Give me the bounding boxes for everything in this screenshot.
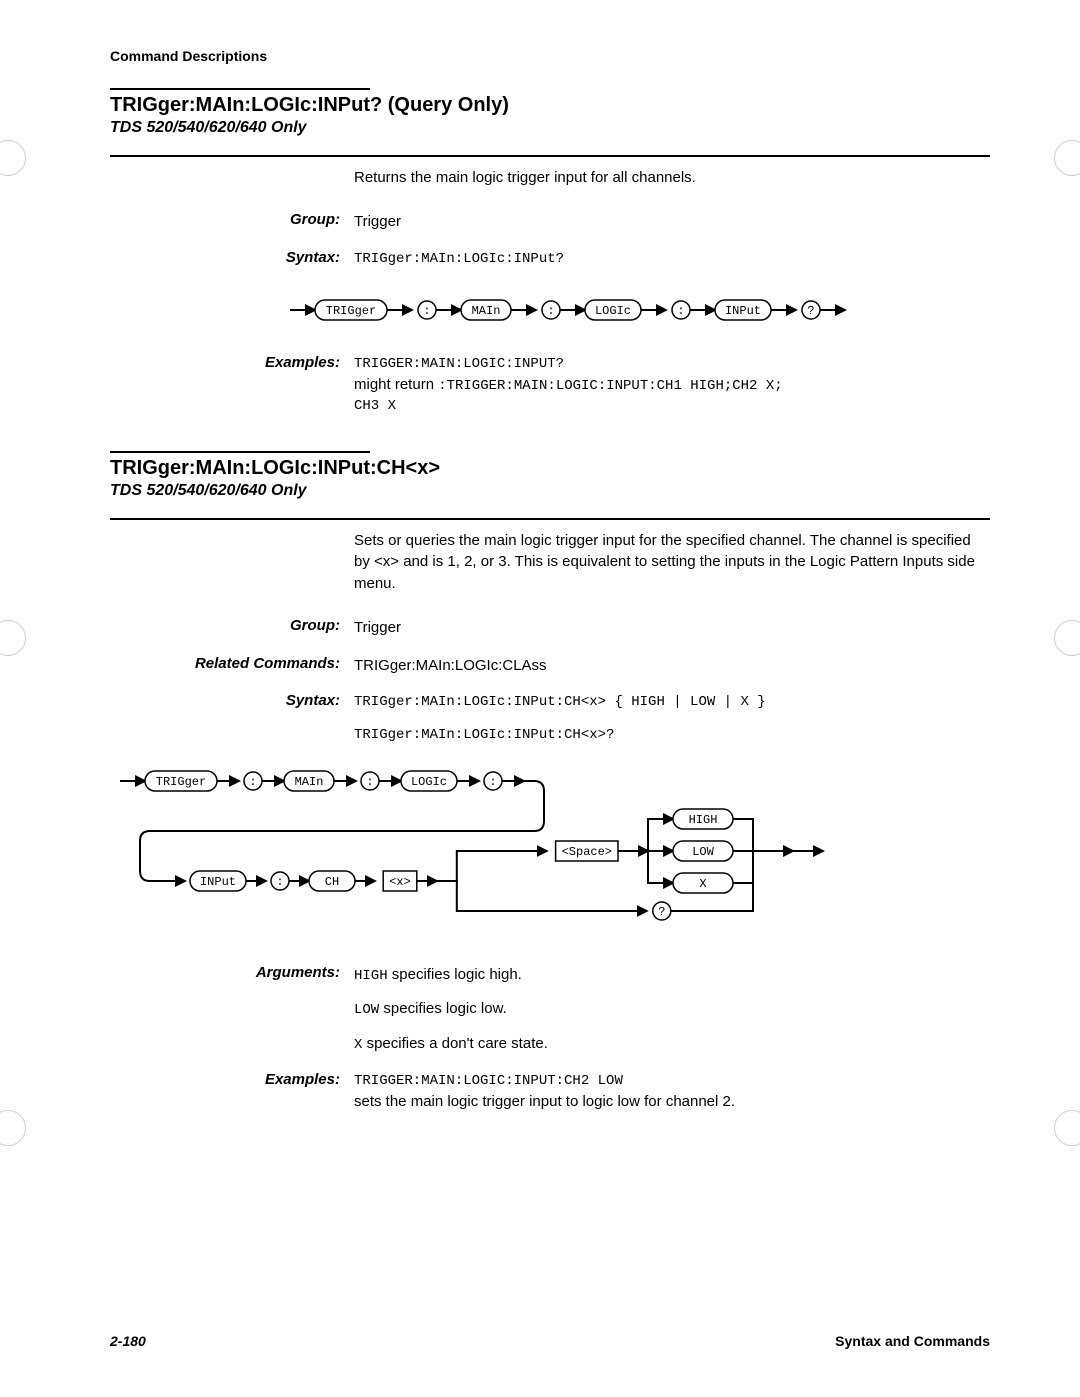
description: Returns the main logic trigger input for… <box>354 167 990 189</box>
group-label: Group: <box>110 617 354 634</box>
example-code-cont: CH3 X <box>354 396 990 416</box>
section-2: TRIGger:MAIn:LOGIc:INPut:CH<x> TDS 520/5… <box>110 451 990 1113</box>
command-title: TRIGger:MAIn:LOGIc:INPut:CH<x> <box>110 457 990 480</box>
related-label: Related Commands: <box>110 655 354 672</box>
svg-text:TRIGger: TRIGger <box>326 304 376 318</box>
arg-text: specifies logic low. <box>379 1000 507 1017</box>
description: Sets or queries the main logic trigger i… <box>354 530 990 595</box>
svg-text::: : <box>276 875 283 889</box>
footer-section: Syntax and Commands <box>835 1333 990 1349</box>
svg-text::: : <box>547 304 554 318</box>
arguments-label: Arguments: <box>110 964 354 981</box>
example-text: sets the main logic trigger input to log… <box>354 1091 990 1113</box>
syntax-row: Syntax: TRIGger:MAIn:LOGIc:INPut:CH<x> {… <box>110 692 990 745</box>
arg-text: specifies logic high. <box>388 966 522 983</box>
syntax-row: Syntax: TRIGger:MAIn:LOGIc:INPut? <box>110 249 990 269</box>
svg-text:HIGH: HIGH <box>689 813 718 827</box>
svg-text:CH: CH <box>325 875 339 889</box>
svg-text:<x>: <x> <box>389 875 411 889</box>
related-value: TRIGger:MAIn:LOGIc:CLAss <box>354 655 990 677</box>
group-row: Group: Trigger <box>110 617 990 639</box>
svg-text:<Space>: <Space> <box>562 845 612 859</box>
svg-text::: : <box>489 775 496 789</box>
svg-text:X: X <box>699 877 706 891</box>
svg-text::: : <box>677 304 684 318</box>
rule <box>110 451 370 453</box>
svg-text::: : <box>366 775 373 789</box>
svg-text:MAIn: MAIn <box>472 304 501 318</box>
examples-row: Examples: TRIGGER:MAIN:LOGIC:INPUT:CH2 L… <box>110 1071 990 1113</box>
punch-hole <box>0 620 26 656</box>
punch-hole <box>1054 620 1080 656</box>
syntax-label: Syntax: <box>110 249 354 266</box>
rule-full <box>110 155 990 157</box>
related-row: Related Commands: TRIGger:MAIn:LOGIc:CLA… <box>110 655 990 677</box>
syntax-value: TRIGger:MAIn:LOGIc:INPut? <box>354 249 990 269</box>
example-text-prefix: might return <box>354 376 438 393</box>
syntax-line: TRIGger:MAIn:LOGIc:INPut:CH<x>? <box>354 725 990 745</box>
syntax-line: TRIGger:MAIn:LOGIc:INPut:CH<x> { HIGH | … <box>354 692 990 712</box>
command-title: TRIGger:MAIn:LOGIc:INPut? (Query Only) <box>110 94 990 117</box>
group-value: Trigger <box>354 617 990 639</box>
punch-hole <box>0 1110 26 1146</box>
svg-text:LOW: LOW <box>692 845 714 859</box>
page-header: Command Descriptions <box>110 48 990 64</box>
example-code: TRIGGER:MAIN:LOGIC:INPUT? <box>354 354 990 374</box>
rule-full <box>110 518 990 520</box>
punch-hole <box>0 140 26 176</box>
page: Command Descriptions TRIGger:MAIn:LOGIc:… <box>0 0 1080 1397</box>
syntax-diagram-2: TRIGger: MAIn: LOGIc: INPut: CH <x> <Space> HIG… <box>110 761 990 936</box>
group-row: Group: Trigger <box>110 211 990 233</box>
command-subtitle: TDS 520/540/620/640 Only <box>110 482 990 500</box>
svg-text:LOGIc: LOGIc <box>411 775 447 789</box>
group-label: Group: <box>110 211 354 228</box>
examples-value: TRIGGER:MAIN:LOGIC:INPUT:CH2 LOW sets th… <box>354 1071 990 1113</box>
arguments-value: HIGH specifies logic high. LOW specifies… <box>354 964 990 1055</box>
examples-value: TRIGGER:MAIN:LOGIC:INPUT? might return :… <box>354 354 990 417</box>
example-code-return: :TRIGGER:MAIN:LOGIC:INPUT:CH1 HIGH;CH2 X… <box>438 378 782 394</box>
arg-code: LOW <box>354 1002 379 1018</box>
arg-code: HIGH <box>354 968 388 984</box>
svg-text:INPut: INPut <box>725 304 761 318</box>
rule <box>110 88 370 90</box>
example-code: TRIGGER:MAIN:LOGIC:INPUT:CH2 LOW <box>354 1071 990 1091</box>
examples-row: Examples: TRIGGER:MAIN:LOGIC:INPUT? migh… <box>110 354 990 417</box>
svg-text:TRIGger: TRIGger <box>156 775 206 789</box>
command-subtitle: TDS 520/540/620/640 Only <box>110 119 990 137</box>
syntax-value: TRIGger:MAIn:LOGIc:INPut:CH<x> { HIGH | … <box>354 692 990 745</box>
syntax-label: Syntax: <box>110 692 354 709</box>
svg-text:MAIn: MAIn <box>295 775 324 789</box>
example-text: might return :TRIGGER:MAIN:LOGIC:INPUT:C… <box>354 374 990 396</box>
svg-text:INPut: INPut <box>200 875 236 889</box>
argument-item: LOW specifies logic low. <box>354 998 990 1020</box>
svg-text:?: ? <box>807 304 814 318</box>
examples-label: Examples: <box>110 354 354 371</box>
footer-page-number: 2-180 <box>110 1333 146 1349</box>
section-1: TRIGger:MAIn:LOGIc:INPut? (Query Only) T… <box>110 88 990 417</box>
svg-text:LOGIc: LOGIc <box>595 304 631 318</box>
arg-text: specifies a don't care state. <box>362 1035 547 1052</box>
punch-hole <box>1054 1110 1080 1146</box>
argument-item: X specifies a don't care state. <box>354 1033 990 1055</box>
examples-label: Examples: <box>110 1071 354 1088</box>
svg-text::: : <box>423 304 430 318</box>
svg-text::: : <box>249 775 256 789</box>
page-footer: 2-180 Syntax and Commands <box>110 1333 990 1349</box>
syntax-diagram-1: TRIGger: MAIn: LOGIc: INPut? <box>110 285 990 340</box>
punch-hole <box>1054 140 1080 176</box>
arguments-row: Arguments: HIGH specifies logic high. LO… <box>110 964 990 1055</box>
svg-text:?: ? <box>658 905 665 919</box>
group-value: Trigger <box>354 211 990 233</box>
argument-item: HIGH specifies logic high. <box>354 964 990 986</box>
